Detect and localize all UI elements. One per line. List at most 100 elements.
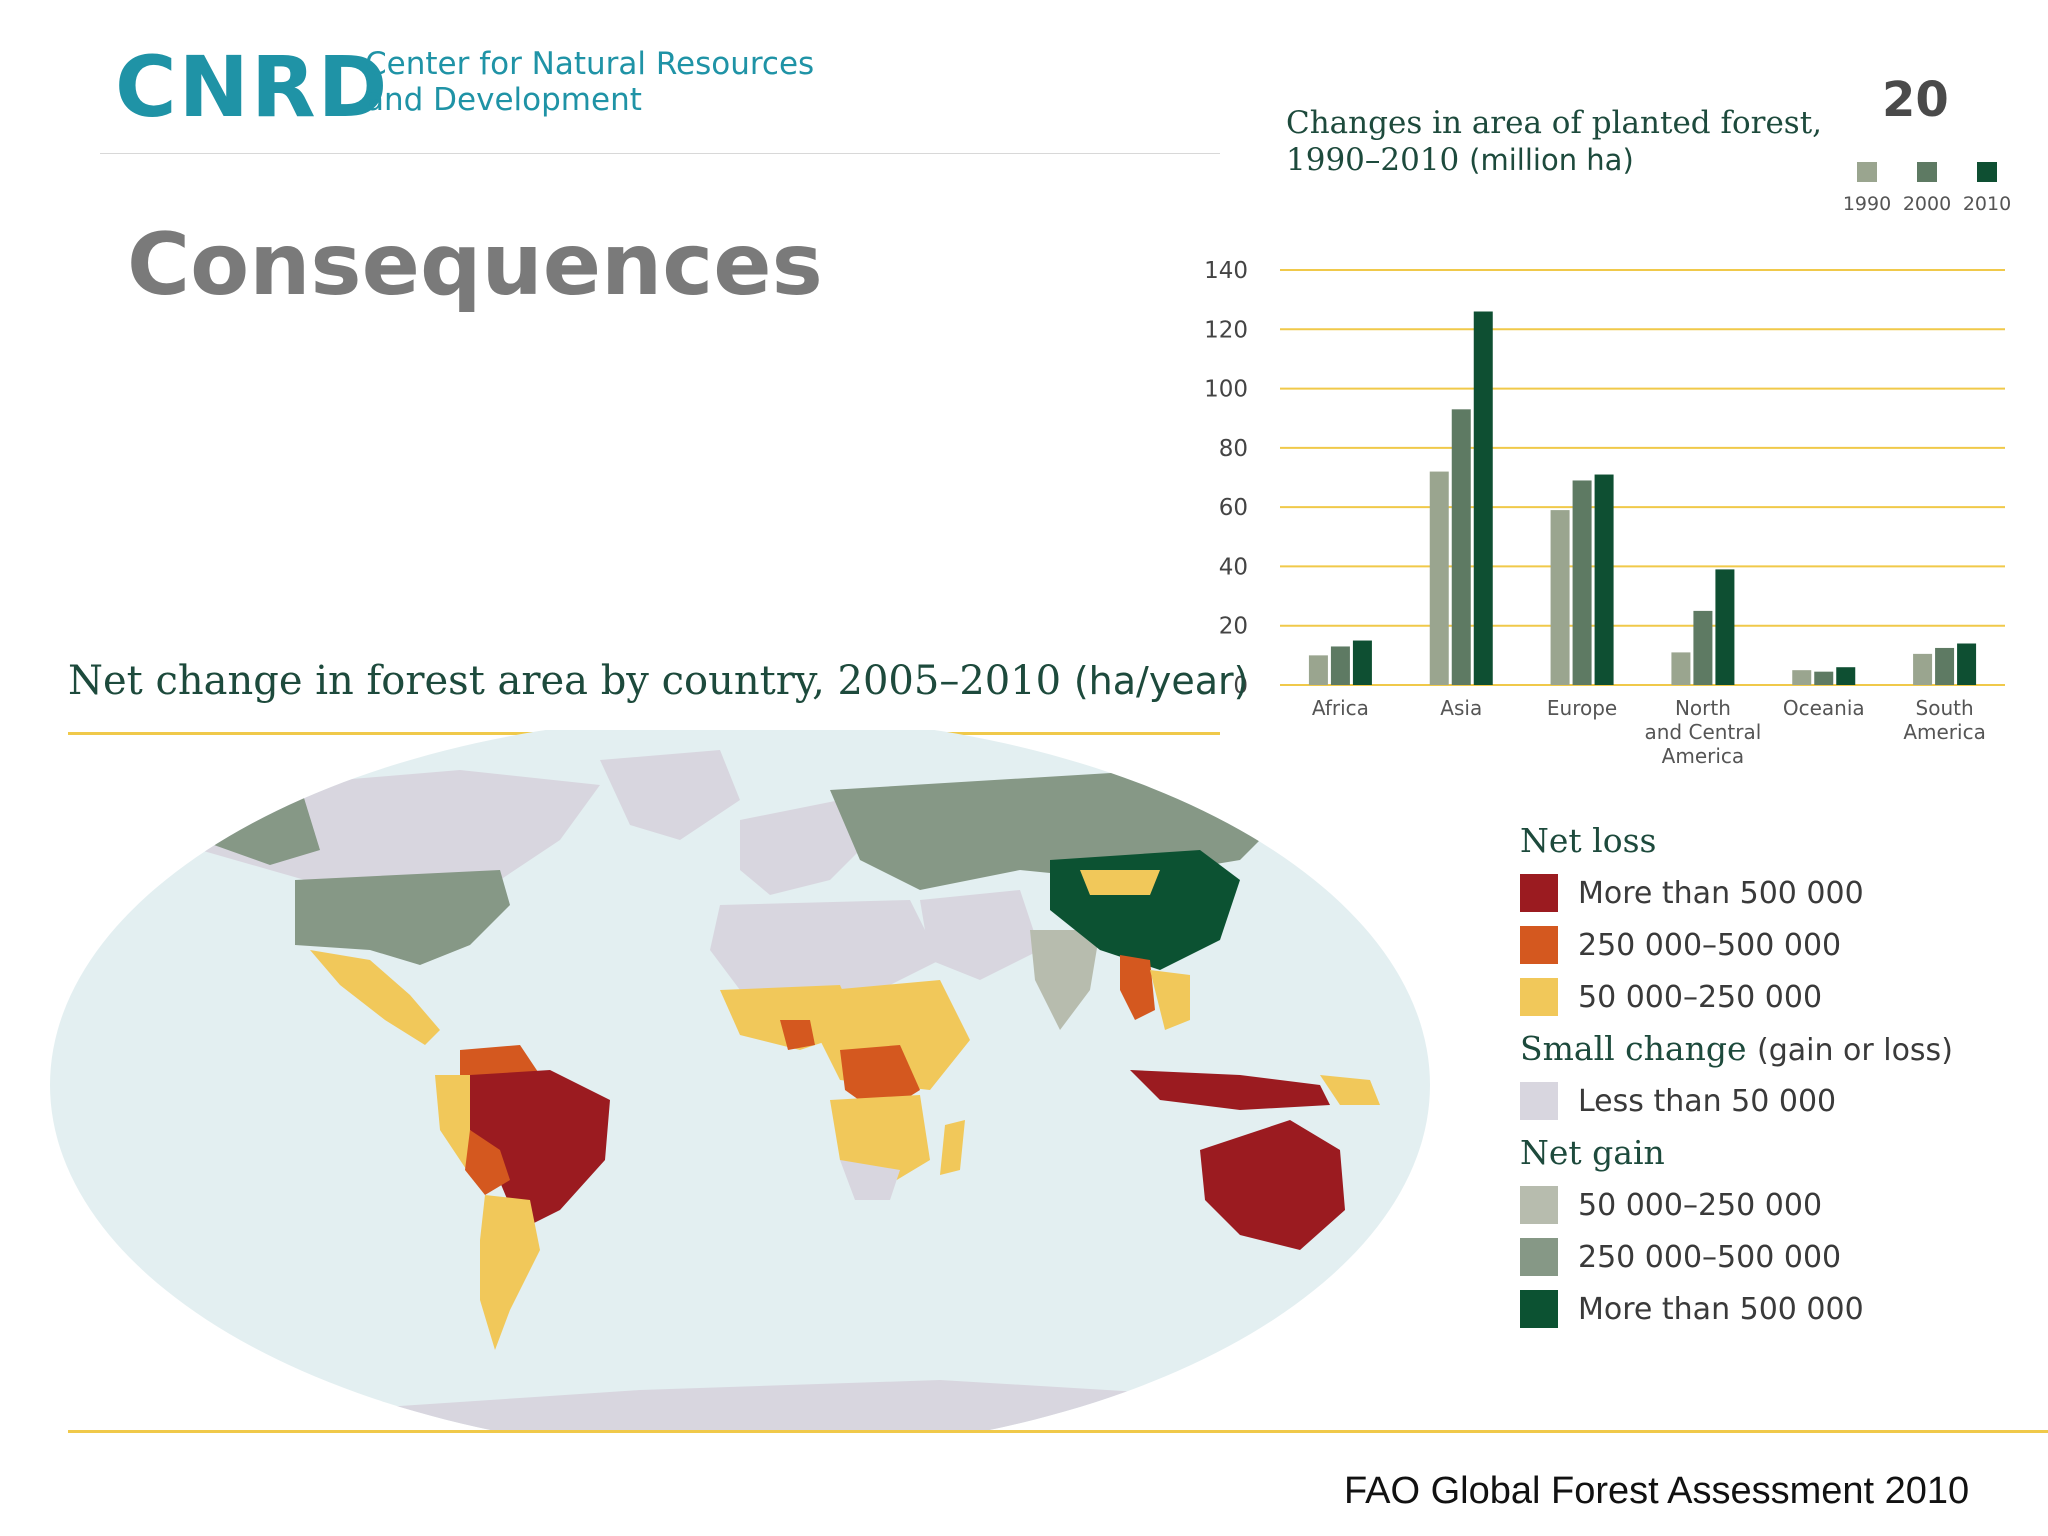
legend-label: 250 000–500 000 bbox=[1578, 927, 1842, 963]
legend-label-2000: 2000 bbox=[1903, 193, 1951, 215]
map-title: Net change in forest area by country, 20… bbox=[68, 658, 1248, 704]
y-tick-label: 80 bbox=[1219, 436, 1248, 462]
bar-2000 bbox=[1451, 409, 1471, 685]
map-region-south-africa bbox=[840, 1160, 900, 1200]
x-tick-label: Africa bbox=[1312, 696, 1369, 720]
map-region-antarctica bbox=[340, 1380, 1190, 1430]
legend-label: 250 000–500 000 bbox=[1578, 1239, 1842, 1275]
map-region-mongolia bbox=[1080, 870, 1160, 895]
bar-1990 bbox=[1913, 653, 1933, 685]
bar-1990 bbox=[1671, 652, 1691, 685]
slide-number: 20 bbox=[1882, 72, 1949, 128]
y-tick-label: 60 bbox=[1219, 495, 1248, 521]
y-tick-label: 0 bbox=[1233, 673, 1248, 699]
map-region-australia bbox=[1200, 1120, 1345, 1250]
legend-label: 50 000–250 000 bbox=[1578, 1187, 1823, 1223]
world-forest-change-map bbox=[50, 730, 1430, 1430]
legend-swatch bbox=[1520, 926, 1558, 964]
legend-label-2010: 2010 bbox=[1963, 193, 2011, 215]
bar-1990 bbox=[1429, 471, 1449, 685]
logo-text: Center for Natural Resources and Develop… bbox=[365, 46, 814, 118]
footer-rule bbox=[68, 1430, 2048, 1433]
y-tick-label: 100 bbox=[1204, 377, 1248, 403]
legend-label: More than 500 000 bbox=[1578, 1291, 1864, 1327]
bar-2010 bbox=[1352, 640, 1372, 685]
map-region-indochina bbox=[1150, 970, 1190, 1030]
legend-label: 50 000–250 000 bbox=[1578, 979, 1823, 1015]
source-citation: FAO Global Forest Assessment 2010 bbox=[1344, 1470, 1970, 1512]
bar-2000 bbox=[1693, 610, 1713, 685]
bar-2000 bbox=[1935, 647, 1955, 685]
x-tick-label: America bbox=[1903, 720, 1986, 744]
legend-small-change-label: Small change bbox=[1520, 1029, 1747, 1068]
map-region-usa bbox=[295, 870, 510, 965]
legend-label: Less than 50 000 bbox=[1578, 1083, 1837, 1119]
legend-swatch bbox=[1520, 1082, 1558, 1120]
x-tick-label: North bbox=[1675, 696, 1731, 720]
legend-swatch-2010 bbox=[1977, 162, 1997, 182]
map-region-mexico bbox=[310, 950, 440, 1045]
y-tick-label: 140 bbox=[1204, 258, 1248, 284]
y-tick-label: 20 bbox=[1219, 614, 1248, 640]
map-region-middle-east bbox=[920, 890, 1040, 980]
bar-2010 bbox=[1836, 667, 1856, 685]
legend-swatch bbox=[1520, 874, 1558, 912]
map-region-greenland bbox=[600, 750, 740, 840]
map-region-nigeria bbox=[780, 1020, 815, 1050]
bar-2000 bbox=[1572, 480, 1592, 685]
legend-item: More than 500 000 bbox=[1520, 867, 2040, 919]
legend-swatch-2000 bbox=[1917, 162, 1937, 182]
logo-line-2: and Development bbox=[365, 82, 642, 118]
chart-title: Changes in area of planted forest, 1990–… bbox=[1286, 105, 1846, 179]
logo-line-1: Center for Natural Resources bbox=[365, 46, 815, 82]
bar-2000 bbox=[1814, 671, 1834, 685]
legend-label-1990: 1990 bbox=[1843, 193, 1891, 215]
bar-2010 bbox=[1473, 311, 1493, 685]
chart-grid bbox=[1280, 269, 2005, 686]
planted-forest-bar-chart: 0 20 40 60 80 100 120 140 Africa Asia Europe North… bbox=[1204, 162, 2011, 768]
legend-swatch bbox=[1520, 1186, 1558, 1224]
chart-title-years: 1990–2010 bbox=[1286, 142, 1460, 178]
map-region-new-guinea bbox=[1320, 1075, 1380, 1105]
bar-1990 bbox=[1308, 655, 1328, 685]
map-title-main: Net change in forest area by country, 20… bbox=[68, 658, 1062, 704]
chart-title-line-1: Changes in area of planted forest, bbox=[1286, 105, 1823, 141]
cnrd-logo: CNRD bbox=[115, 38, 390, 136]
legend-item: More than 500 000 bbox=[1520, 1283, 2040, 1335]
map-region-north-africa bbox=[710, 900, 940, 990]
legend-swatch-1990 bbox=[1857, 162, 1877, 182]
legend-swatch bbox=[1520, 1238, 1558, 1276]
map-region-india bbox=[1030, 930, 1100, 1030]
legend-item: 250 000–500 000 bbox=[1520, 1231, 2040, 1283]
x-tick-label: and Central bbox=[1645, 720, 1762, 744]
header-divider bbox=[100, 153, 1220, 154]
x-tick-label: Oceania bbox=[1783, 696, 1865, 720]
legend-item: Less than 50 000 bbox=[1520, 1075, 2040, 1127]
x-tick-label: South bbox=[1916, 696, 1974, 720]
chart-legend: 1990 2000 2010 bbox=[1843, 162, 2011, 215]
y-tick-label: 40 bbox=[1219, 554, 1248, 580]
map-region-bolivia bbox=[465, 1130, 510, 1195]
x-tick-label: Europe bbox=[1547, 696, 1617, 720]
map-region-europe bbox=[740, 800, 870, 895]
chart-y-tick-labels: 0 20 40 60 80 100 120 140 bbox=[1204, 258, 1248, 699]
legend-swatch bbox=[1520, 978, 1558, 1016]
bar-2010 bbox=[1594, 474, 1614, 685]
slide-title: Consequences bbox=[127, 215, 823, 315]
chart-bars bbox=[1308, 311, 1977, 685]
y-tick-label: 120 bbox=[1204, 317, 1248, 343]
legend-swatch bbox=[1520, 1290, 1558, 1328]
bar-2010 bbox=[1957, 643, 1977, 685]
map-title-unit: (ha/year) bbox=[1073, 659, 1249, 703]
legend-small-change-note: (gain or loss) bbox=[1757, 1033, 1953, 1068]
map-legend: Net loss More than 500 000 250 000–500 0… bbox=[1520, 815, 2040, 1335]
legend-item: 50 000–250 000 bbox=[1520, 1179, 2040, 1231]
legend-item: 50 000–250 000 bbox=[1520, 971, 2040, 1023]
map-region-argentina-chile bbox=[480, 1195, 540, 1350]
map-region-brazil bbox=[470, 1070, 610, 1230]
legend-net-loss-heading: Net loss bbox=[1520, 821, 1657, 860]
bar-2000 bbox=[1330, 646, 1350, 685]
chart-title-unit: (million ha) bbox=[1469, 143, 1634, 177]
legend-label: More than 500 000 bbox=[1578, 875, 1864, 911]
